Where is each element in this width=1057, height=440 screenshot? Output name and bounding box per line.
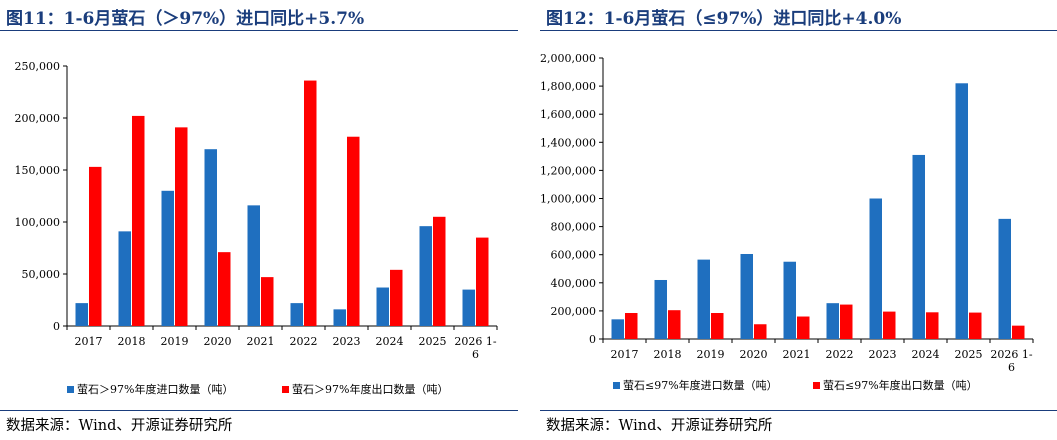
- bar-chart-fig11: 0 50,000 100,000 150,000 200,000 250,000 2017 2…: [15, 60, 498, 396]
- bar-export: [625, 313, 638, 339]
- bar-import: [998, 218, 1011, 339]
- bar-import: [826, 303, 839, 339]
- x-tick-label: 2024: [376, 335, 404, 348]
- bar-export: [261, 277, 274, 326]
- legend-swatch-import: [613, 382, 620, 389]
- y-tick-label: 2,000,000: [540, 52, 596, 65]
- bar-import: [333, 309, 346, 326]
- bar-export: [668, 310, 681, 339]
- bar-import: [611, 319, 624, 339]
- y-tick-label: 200,000: [551, 305, 597, 318]
- bar-export: [476, 237, 489, 326]
- source-divider: [0, 410, 518, 411]
- bar-import: [740, 253, 753, 339]
- legend-swatch-export: [813, 382, 820, 389]
- bar-import: [912, 154, 925, 339]
- bar-export: [797, 316, 810, 339]
- x-tick-label: 6: [472, 348, 479, 361]
- source-divider: [540, 410, 1057, 411]
- x-tick-label: 2025: [419, 335, 447, 348]
- y-tick-label: 400,000: [551, 277, 597, 290]
- y-tick-label: 0: [589, 333, 596, 346]
- bar-import: [654, 279, 667, 339]
- x-tick-label: 2018: [118, 335, 146, 348]
- y-tick-label: 1,800,000: [540, 80, 596, 93]
- source-note: 数据来源：Wind、开源证券研究所: [546, 418, 773, 434]
- source-note: 数据来源：Wind、开源证券研究所: [6, 418, 233, 434]
- y-tick-label: 1,600,000: [540, 108, 596, 121]
- x-tick-label: 2017: [75, 335, 103, 348]
- x-tick-label: 2019: [697, 348, 725, 361]
- bar-import: [955, 83, 968, 339]
- chart-title: 图11：1-6月萤石（＞97%）进口同比+5.7%: [6, 9, 365, 29]
- legend-swatch-export: [282, 386, 289, 393]
- bar-chart-fig12: 0 200,000 400,000 600,000 800,000 1,000,000 1,…: [540, 52, 1034, 392]
- bar-import: [783, 261, 796, 339]
- legend-label-export: 萤石＞97%年度出口数量（吨）: [292, 382, 448, 396]
- bar-export: [926, 312, 939, 339]
- chart-panel-fig11: 图11：1-6月萤石（＞97%）进口同比+5.7% 0 50,000 100,000…: [0, 0, 518, 440]
- y-tick-label: 100,000: [15, 216, 61, 229]
- y-tick-label: 50,000: [22, 268, 61, 281]
- bar-export: [132, 115, 145, 326]
- bar-import: [376, 287, 389, 326]
- x-tick-label: 2026 1-: [990, 348, 1032, 361]
- x-tick-label: 2022: [290, 335, 318, 348]
- x-tick-label: 2024: [912, 348, 940, 361]
- x-tick-label: 2020: [204, 335, 232, 348]
- bar-export: [840, 304, 853, 339]
- y-tick-label: 1,200,000: [540, 164, 596, 177]
- bar-import: [204, 149, 217, 326]
- bar-export: [1012, 325, 1025, 339]
- bar-import: [118, 231, 131, 326]
- y-tick-label: 1,400,000: [540, 136, 596, 149]
- y-tick-label: 200,000: [15, 112, 61, 125]
- bar-export: [883, 311, 896, 339]
- legend-swatch-import: [67, 386, 74, 393]
- bar-import: [247, 205, 260, 326]
- bar-export: [304, 80, 317, 326]
- x-tick-label: 2026 1-: [454, 335, 496, 348]
- x-tick-label: 2022: [826, 348, 854, 361]
- y-tick-label: 1,000,000: [540, 193, 596, 206]
- y-tick-label: 250,000: [15, 60, 61, 73]
- x-tick-label: 2021: [783, 348, 811, 361]
- chart-panel-fig12: 图12：1-6月萤石（≤97%）进口同比+4.0% 0 200,000 400,00…: [540, 0, 1057, 440]
- legend-label-export: 萤石≤97%年度出口数量（吨）: [823, 378, 978, 392]
- bar-import: [75, 303, 88, 326]
- x-tick-label: 2021: [247, 335, 275, 348]
- x-tick-label: 2018: [654, 348, 682, 361]
- bar-export: [969, 312, 982, 339]
- bar-import: [161, 190, 174, 326]
- bar-export: [711, 313, 724, 339]
- bar-export: [218, 252, 231, 326]
- legend-label-import: 萤石≤97%年度进口数量（吨）: [623, 378, 778, 392]
- bar-import: [419, 226, 432, 326]
- y-tick-label: 0: [53, 320, 60, 333]
- y-tick-label: 150,000: [15, 164, 61, 177]
- bar-export: [347, 136, 360, 326]
- y-tick-label: 800,000: [551, 221, 597, 234]
- title-divider: [0, 30, 518, 31]
- bar-export: [175, 127, 188, 326]
- title-divider: [540, 30, 1057, 31]
- bar-import: [462, 289, 475, 326]
- x-tick-label: 2017: [611, 348, 639, 361]
- y-tick-label: 600,000: [551, 249, 597, 262]
- x-tick-label: 2023: [869, 348, 897, 361]
- bar-export: [433, 216, 446, 326]
- x-tick-label: 2025: [955, 348, 983, 361]
- bar-import: [697, 259, 710, 339]
- bar-export: [390, 269, 403, 326]
- legend-label-import: 萤石＞97%年度进口数量（吨）: [77, 382, 233, 396]
- bar-import: [290, 303, 303, 326]
- x-tick-label: 2023: [333, 335, 361, 348]
- chart-title: 图12：1-6月萤石（≤97%）进口同比+4.0%: [546, 9, 902, 29]
- bar-import: [869, 198, 882, 339]
- bar-export: [89, 166, 102, 326]
- x-tick-label: 6: [1008, 361, 1015, 374]
- x-tick-label: 2019: [161, 335, 189, 348]
- x-tick-label: 2020: [740, 348, 768, 361]
- bar-export: [754, 324, 767, 339]
